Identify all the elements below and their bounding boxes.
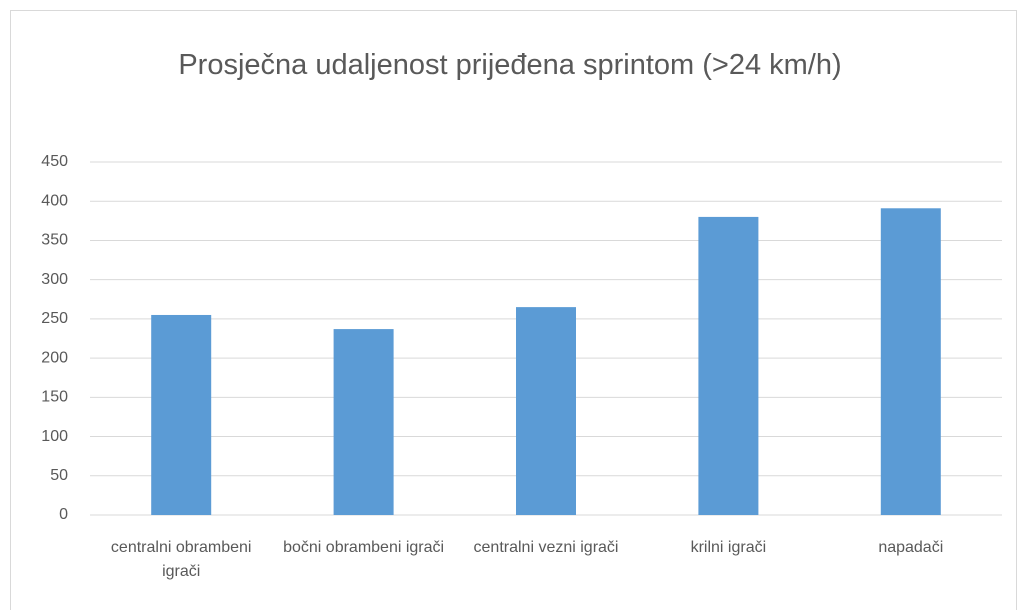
y-tick-label: 50 [50, 467, 68, 484]
bar [880, 208, 941, 515]
bar [698, 216, 759, 515]
x-tick-label: bočni obrambeni igrači [283, 539, 445, 556]
y-tick-label: 450 [41, 153, 68, 170]
y-tick-label: 0 [59, 506, 68, 523]
x-tick-label: centralni obrambeni igrači [110, 539, 252, 580]
bar [333, 329, 394, 515]
y-tick-label: 200 [41, 349, 68, 366]
x-tick-label: krilni igrači [690, 539, 767, 556]
y-tick-label: 400 [41, 192, 68, 209]
chart-title: Prosječna udaljenost prijeđena sprintom … [178, 49, 842, 81]
y-tick-label: 250 [41, 310, 68, 327]
y-tick-label: 150 [41, 389, 68, 406]
bar [516, 307, 576, 515]
y-tick-label: 300 [41, 271, 68, 288]
bar [151, 314, 212, 515]
y-tick-label: 100 [41, 428, 68, 445]
y-tick-label: 350 [41, 232, 68, 249]
x-tick-label: napadači [878, 539, 944, 556]
x-tick-label: centralni vezni igrači [473, 539, 619, 556]
chart-border [10, 10, 1017, 610]
